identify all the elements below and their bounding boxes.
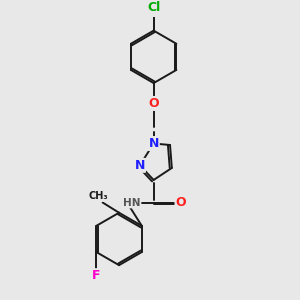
Text: N: N <box>148 137 159 150</box>
Text: F: F <box>92 269 100 282</box>
Text: N: N <box>135 159 145 172</box>
Text: O: O <box>176 196 186 209</box>
Text: Cl: Cl <box>147 1 160 14</box>
Text: O: O <box>148 97 159 110</box>
Text: HN: HN <box>123 197 140 208</box>
Text: CH₃: CH₃ <box>88 191 108 201</box>
